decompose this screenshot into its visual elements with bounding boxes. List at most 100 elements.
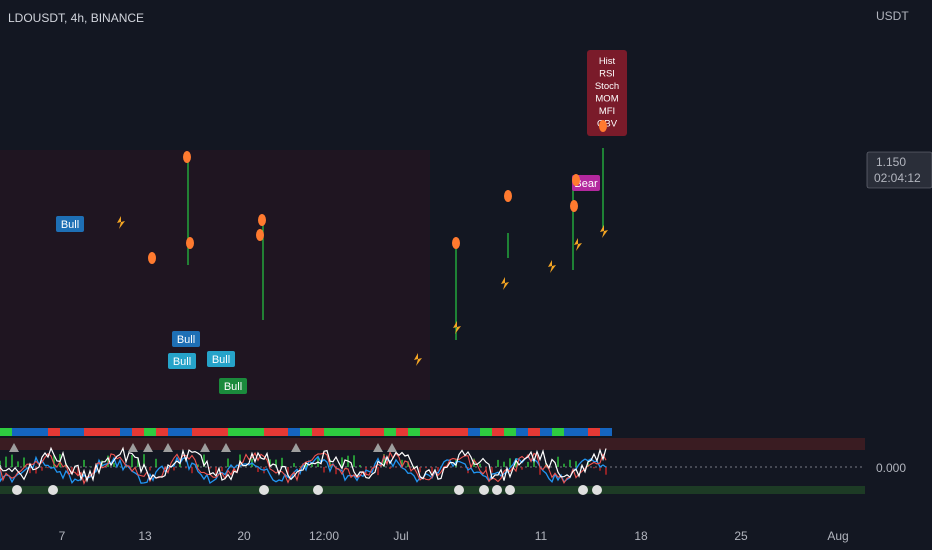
signal-strip-cell (120, 428, 132, 436)
indicator-box (587, 50, 627, 136)
signal-strip-cell (540, 428, 552, 436)
flame-icon (572, 174, 580, 186)
signal-strip-cell (564, 428, 576, 436)
currency-label: USDT (876, 9, 909, 23)
last-price-label: 1.150 02:04:12 (866, 151, 932, 189)
time-axis: 7 13 20 12:00 Jul 11 18 25 Aug (59, 529, 849, 543)
triangle-marker (373, 443, 383, 452)
bull-badge: Bull (219, 378, 247, 394)
panda-icon (259, 485, 269, 495)
triangle-marker (200, 443, 210, 452)
signal-strip-cell (180, 428, 192, 436)
signal-strip-cell (156, 428, 168, 436)
indicator-name: MOM (595, 94, 618, 105)
panda-icon (492, 485, 502, 495)
badge-label: Bull (61, 219, 79, 231)
oscillator-zero-label: 0.000 (876, 461, 906, 475)
signal-strip-cell (84, 428, 96, 436)
signal-strip-cell (444, 428, 456, 436)
panda-icon (592, 485, 602, 495)
triangle-marker (221, 443, 231, 452)
signal-strip-cell (288, 428, 300, 436)
panda-icon (48, 485, 58, 495)
panda-icon (12, 485, 22, 495)
triangle-marker (291, 443, 301, 452)
signal-strip-cell (204, 428, 216, 436)
signal-strip-cell (348, 428, 360, 436)
signal-strip-cell (480, 428, 492, 436)
flame-icon (148, 252, 156, 264)
time-tick: 11 (535, 529, 548, 543)
flame-icon (256, 229, 264, 241)
lightning-icon (414, 353, 422, 366)
signal-strip-cell (588, 428, 600, 436)
signal-strip-cell (492, 428, 504, 436)
indicator-name: Hist (599, 56, 616, 67)
signal-strip-cell (300, 428, 312, 436)
lightning-icon (453, 321, 461, 334)
signal-strip-cell (36, 428, 48, 436)
lightning-icon (117, 216, 125, 229)
bull-badge: Bull (207, 351, 235, 367)
panda-icon (505, 485, 515, 495)
triangle-marker (163, 443, 173, 452)
panda-icon (479, 485, 489, 495)
lightning-icon (501, 277, 509, 290)
flame-icon (183, 151, 191, 163)
signal-strip-cell (468, 428, 480, 436)
signal-strip-cell (0, 428, 12, 436)
signal-strip-cell (216, 428, 228, 436)
indicator-name: Stoch (595, 81, 619, 92)
signal-strip-cell (396, 428, 408, 436)
signal-strip-cell (600, 428, 612, 436)
signal-strip-cell (360, 428, 372, 436)
triangle-marker (9, 443, 19, 452)
signal-strip-cell (192, 428, 204, 436)
oscillator-pane: 0.000 (0, 428, 906, 495)
badge-box (168, 353, 196, 369)
badge-label: Bull (173, 356, 191, 368)
signal-strip-cell (516, 428, 528, 436)
badge-box (56, 216, 84, 232)
panda-icon (454, 485, 464, 495)
bull-badge: Bull (56, 216, 84, 232)
signal-strip-cell (372, 428, 384, 436)
flame-icon (186, 237, 194, 249)
signal-strip-cell (336, 428, 348, 436)
signal-strip-cell (108, 428, 120, 436)
signal-strip-cell (132, 428, 144, 436)
triangle-marker (128, 443, 138, 452)
lightning-icon (600, 225, 608, 238)
panda-icon (578, 485, 588, 495)
signal-strip-cell (168, 428, 180, 436)
indicator-name: OBV (597, 119, 618, 130)
oscillator-line-white (0, 446, 607, 483)
time-tick: 25 (734, 529, 748, 543)
time-tick: 7 (59, 529, 66, 543)
last-price: 1.150 (876, 155, 906, 169)
bull-badge: Bull (172, 331, 200, 347)
signal-strip-cell (312, 428, 324, 436)
signal-strip-cell (456, 428, 468, 436)
overbought-band (0, 438, 865, 450)
time-tick: 13 (138, 529, 152, 543)
signal-strip-cell (24, 428, 36, 436)
signal-strip-cell (324, 428, 336, 436)
time-tick: Jul (393, 529, 408, 543)
bar-countdown: 02:04:12 (874, 171, 921, 185)
signal-strip-cell (228, 428, 240, 436)
signal-strip-cell (576, 428, 588, 436)
badge-label: Bull (177, 334, 195, 346)
panda-icon (313, 485, 323, 495)
signal-strip-cell (60, 428, 72, 436)
signal-strip-cell (504, 428, 516, 436)
signal-strip-cell (96, 428, 108, 436)
price-label-box (866, 151, 932, 189)
signal-strip-cell (528, 428, 540, 436)
chart-title: LDOUSDT, 4h, BINANCE (8, 11, 144, 25)
signal-strip-cell (72, 428, 84, 436)
time-tick: Aug (827, 529, 848, 543)
time-tick: 12:00 (309, 529, 339, 543)
oscillator-line-red (0, 450, 607, 485)
